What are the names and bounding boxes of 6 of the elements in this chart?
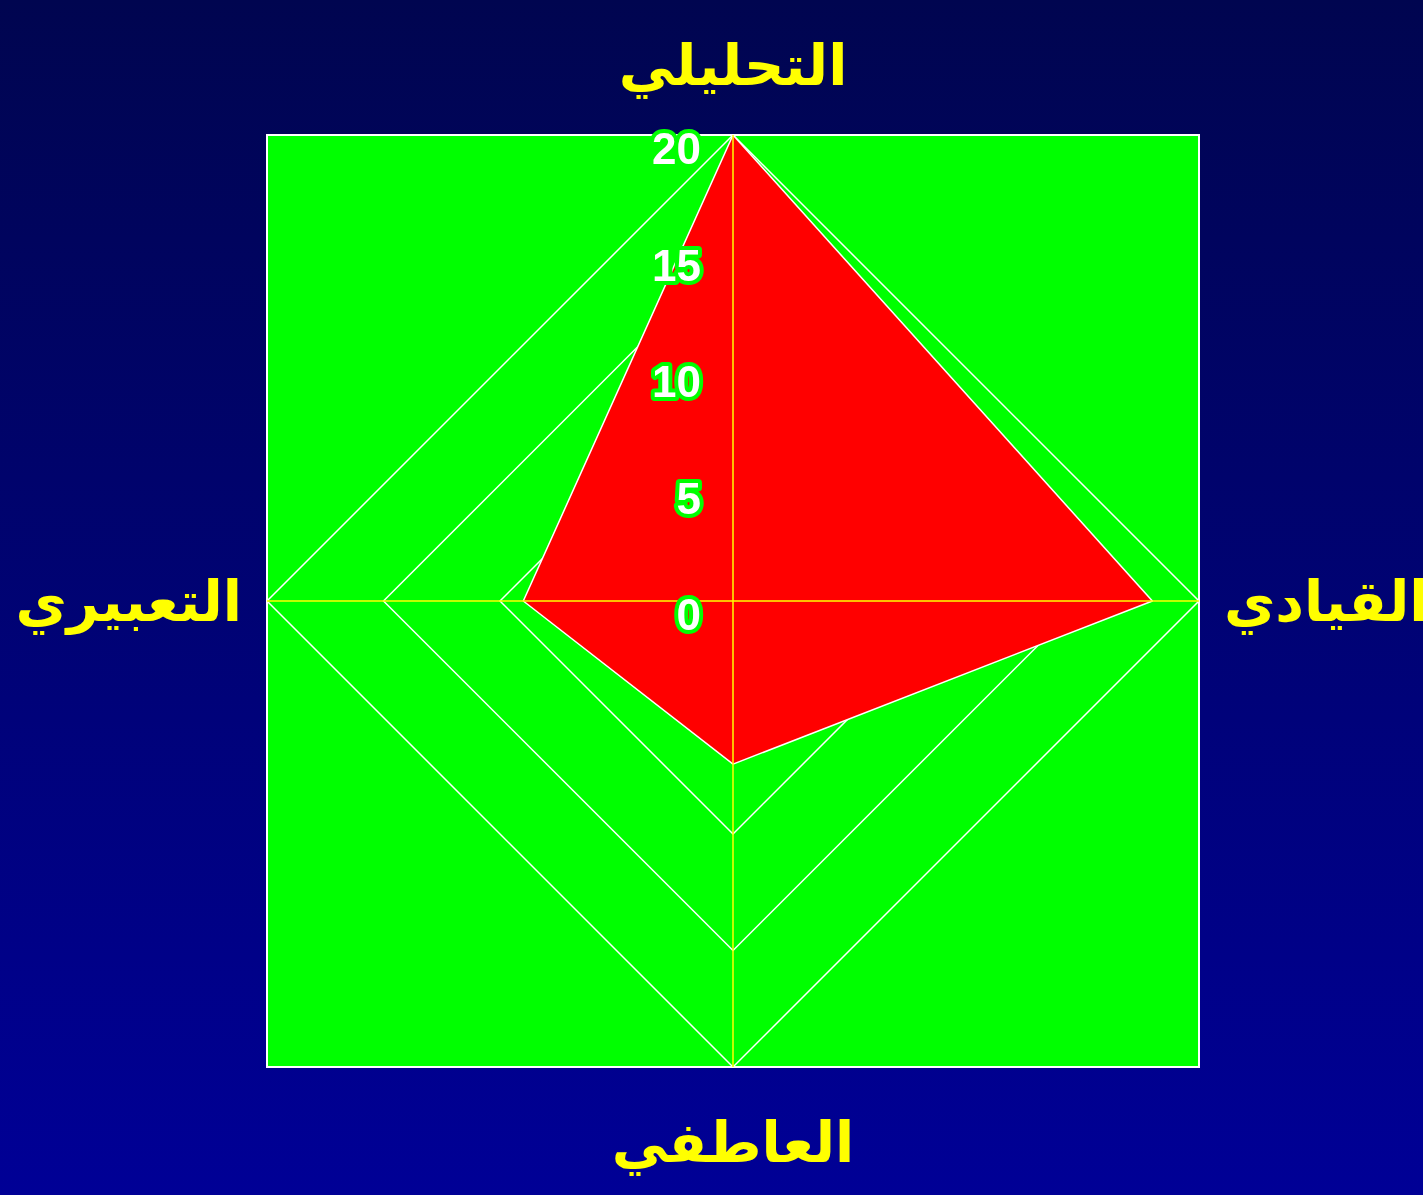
y-tick-label: 0 [676,590,701,640]
y-tick-label: 10 [652,357,701,407]
spoke-label: التحليلي [618,32,848,99]
spoke-label: العاطفي [611,1109,855,1176]
spoke-label: التعبيري [15,568,242,635]
y-tick-label: 5 [676,473,701,523]
